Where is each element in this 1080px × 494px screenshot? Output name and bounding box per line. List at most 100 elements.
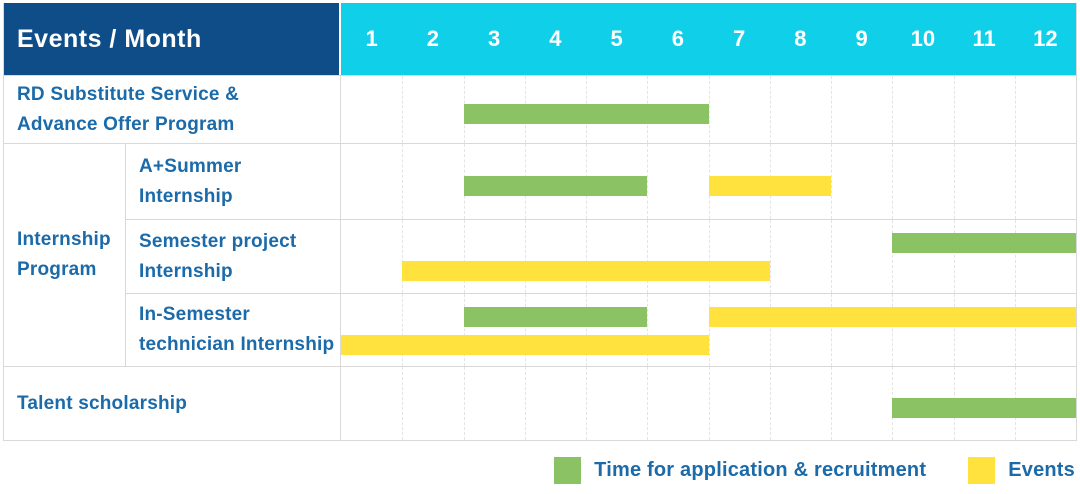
month-gridline [892, 144, 894, 219]
row-label-in-semester-technician: In-Semester technician Internship [126, 294, 341, 366]
month-gridline [402, 294, 404, 366]
month-gridline [892, 76, 894, 143]
group-rows: A+Summer Internship Semester project Intern… [126, 144, 1076, 366]
month-header-1: 1 [365, 26, 378, 51]
month-gridline [769, 367, 771, 440]
legend-item-application: Time for application & recruitment [554, 457, 926, 484]
application-bar [892, 398, 1076, 418]
month-gridline [524, 294, 526, 366]
application-bar [463, 104, 709, 124]
month-gridline [1014, 144, 1016, 219]
label-line: Program [17, 259, 97, 280]
chart-cell-in-semester-technician [341, 294, 1076, 366]
month-header-8: 8 [794, 26, 807, 51]
month-gridline [647, 144, 649, 219]
month-gridline [831, 76, 832, 143]
month-header-9: 9 [855, 26, 868, 51]
label-line: In-Semester [139, 304, 250, 325]
month-header-3: 3 [488, 26, 501, 51]
month-gridline [769, 76, 771, 143]
month-gridline [769, 294, 771, 366]
row-label-semester-project: Semester project Internship [126, 220, 341, 293]
month-gridline [524, 220, 526, 293]
month-gridline [831, 144, 832, 219]
legend-label: Events [1008, 459, 1075, 481]
month-gridline [1014, 220, 1016, 293]
label-line: RD Substitute Service & [17, 83, 240, 105]
chart-cell-semester-project [341, 220, 1076, 293]
month-gridline [463, 294, 465, 366]
month-gridline [402, 144, 404, 219]
table-body: RD Substitute Service & Advance Offer Pro… [4, 75, 1076, 440]
application-bar [463, 176, 648, 196]
month-gridline [402, 76, 404, 143]
row-label-rd-substitute: RD Substitute Service & Advance Offer Pro… [4, 76, 341, 143]
event-bar [708, 176, 831, 196]
row-in-semester-technician: In-Semester technician Internship [126, 293, 1076, 366]
application-bar [892, 233, 1076, 253]
month-header-10: 10 [910, 26, 936, 51]
month-gridline [402, 220, 404, 293]
group-label-internship-program: Internship Program [4, 144, 126, 366]
label-line: Internship [139, 185, 233, 207]
month-header-11: 11 [972, 26, 996, 51]
legend-label: Time for application & recruitment [594, 459, 927, 481]
month-gridline [524, 367, 526, 440]
month-header-6: 6 [671, 26, 684, 51]
month-gridline [953, 294, 955, 366]
month-header-4: 4 [549, 26, 562, 51]
month-gridline [708, 294, 710, 366]
row-talent-scholarship: Talent scholarship [4, 366, 1076, 440]
legend-item-event: Events [968, 457, 1075, 484]
month-gridline [769, 220, 771, 293]
row-label-talent-scholarship: Talent scholarship [4, 367, 341, 440]
group-internship-program: Internship Program A+Summer Internship Semes… [4, 143, 1076, 366]
label-line: technician Internship [139, 334, 335, 355]
row-a-plus-summer: A+Summer Internship [126, 144, 1076, 219]
label-line: Internship [17, 229, 111, 250]
month-gridline [463, 220, 465, 293]
table-header-row: Events / Month 1 2 3 4 5 6 7 8 9 10 11 12 [4, 3, 1076, 75]
row-rd-substitute: RD Substitute Service & Advance Offer Pro… [4, 75, 1076, 143]
month-gridline [402, 367, 404, 440]
month-header-5: 5 [610, 26, 623, 51]
label-line: Semester project [139, 230, 297, 252]
row-semester-project: Semester project Internship [126, 219, 1076, 293]
month-gridline [647, 367, 649, 440]
legend: Time for application & recruitment Events [512, 457, 1075, 484]
month-gridline [708, 76, 710, 143]
month-header-7: 7 [733, 26, 746, 51]
month-gridline [831, 367, 832, 440]
label-line: Internship [139, 260, 233, 282]
month-gridline [586, 367, 587, 440]
month-gridline [892, 294, 894, 366]
event-swatch-icon [968, 457, 996, 484]
month-gridline [463, 367, 465, 440]
event-bar [341, 335, 709, 355]
events-month-header-cell: Events / Month [4, 3, 341, 75]
month-header-2: 2 [426, 26, 439, 51]
event-bar [708, 307, 1076, 327]
month-gridline [708, 367, 710, 440]
month-gridline [708, 220, 710, 293]
month-header-cells: 1 2 3 4 5 6 7 8 9 10 11 12 [341, 3, 1076, 75]
month-gridline [586, 294, 587, 366]
month-gridline [953, 76, 955, 143]
event-bar [402, 261, 770, 281]
month-gridline [1014, 76, 1016, 143]
chart-cell-talent-scholarship [341, 367, 1076, 440]
month-gridline [953, 144, 955, 219]
month-gridline [831, 294, 832, 366]
month-gridline [586, 220, 587, 293]
month-gridline [1014, 294, 1016, 366]
schedule-table: Events / Month 1 2 3 4 5 6 7 8 9 10 11 12 RD Substi… [3, 3, 1077, 441]
chart-cell-a-plus-summer [341, 144, 1076, 219]
row-label-a-plus-summer: A+Summer Internship [126, 144, 341, 219]
label-line: Talent scholarship [17, 392, 188, 414]
application-bar [463, 307, 648, 327]
application-swatch-icon [554, 457, 582, 484]
month-gridline [892, 220, 894, 293]
month-gridline [647, 220, 649, 293]
month-gridline [647, 294, 649, 366]
